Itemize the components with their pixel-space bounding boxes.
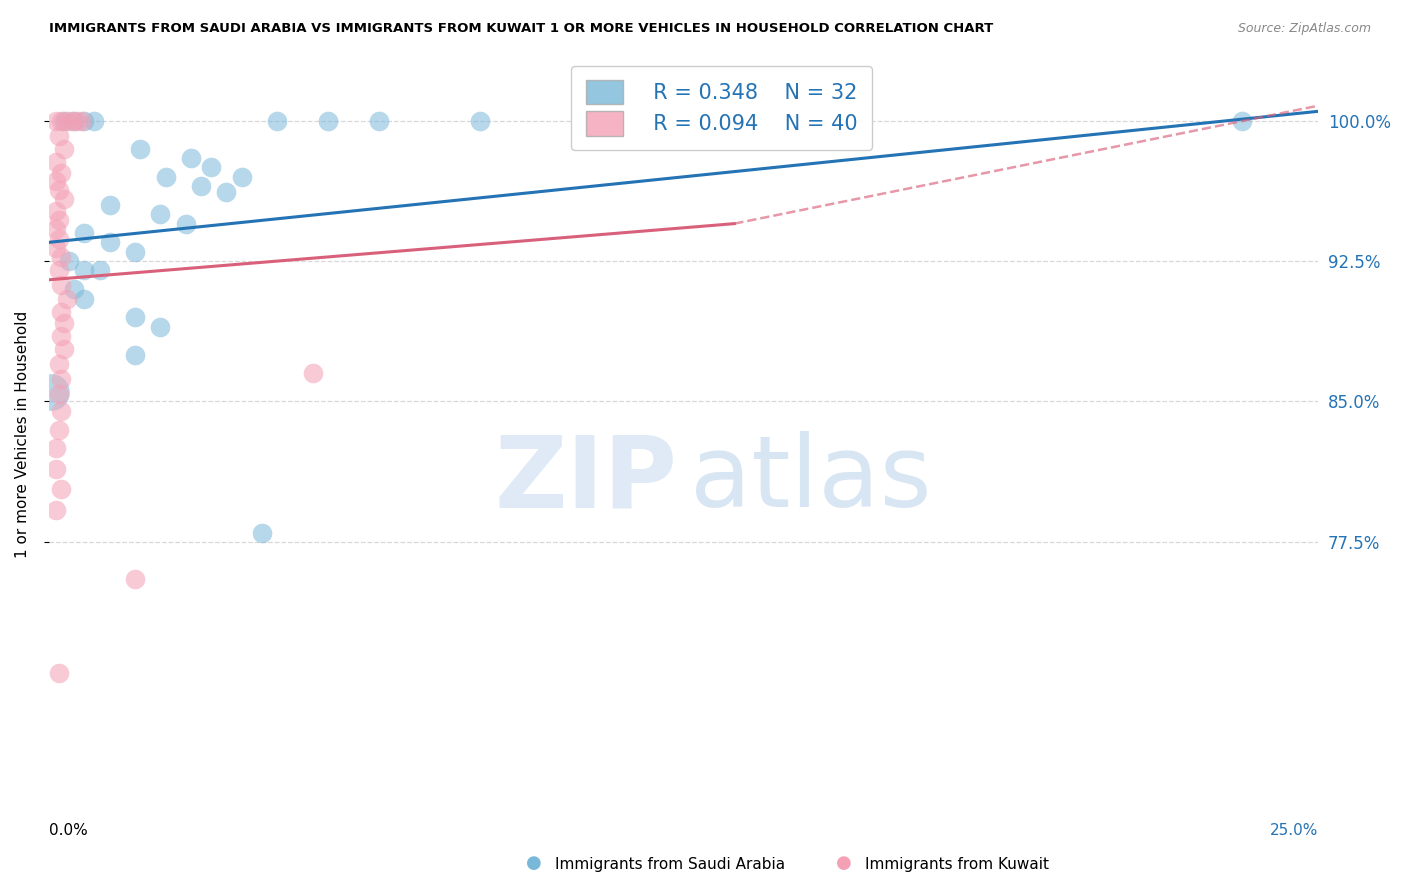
Point (55, 292, 77, 306)
Point (124, 573, 146, 587)
Point (250, 525, 273, 540)
Text: atlas: atlas (690, 431, 932, 528)
Point (45, 462, 67, 476)
Y-axis label: 1 or more Vehicles in Household: 1 or more Vehicles in Household (15, 310, 30, 558)
Point (39, 385, 62, 400)
Point (45, 222, 67, 236)
Point (174, 217, 197, 231)
Point (1230, 113, 1253, 128)
Point (51, 304, 73, 318)
Point (48, 183, 70, 197)
Point (45, 442, 67, 456)
Text: Source: ZipAtlas.com: Source: ZipAtlas.com (1237, 22, 1371, 36)
Point (89, 263, 111, 277)
Point (48, 128, 70, 143)
Point (149, 319, 172, 334)
Point (98, 198, 121, 212)
Point (51, 278, 73, 293)
Text: ZIP: ZIP (495, 431, 678, 528)
Point (45, 203, 67, 218)
Point (55, 113, 77, 128)
Point (723, 113, 745, 128)
Point (63, 282, 86, 296)
Point (51, 483, 73, 497)
Point (45, 173, 67, 187)
Point (73, 263, 96, 277)
Point (45, 113, 67, 128)
Point (58, 254, 80, 268)
Point (48, 232, 70, 246)
Point (45, 154, 67, 169)
Text: Immigrants from Kuwait: Immigrants from Kuwait (865, 857, 1049, 872)
Text: IMMIGRANTS FROM SAUDI ARABIA VS IMMIGRANTS FROM KUWAIT 1 OR MORE VEHICLES IN HOU: IMMIGRANTS FROM SAUDI ARABIA VS IMMIGRAN… (49, 22, 994, 36)
Point (124, 310, 146, 325)
Point (53, 316, 76, 330)
Point (73, 226, 96, 240)
Point (98, 235, 121, 250)
Point (149, 207, 172, 221)
Point (200, 161, 222, 175)
Point (48, 423, 70, 437)
Text: ●: ● (835, 855, 852, 872)
Point (51, 404, 73, 418)
Point (53, 142, 76, 156)
Point (51, 372, 73, 386)
Text: 25.0%: 25.0% (1270, 822, 1319, 838)
Point (73, 113, 96, 128)
Legend:   R = 0.348    N = 32,   R = 0.094    N = 40: R = 0.348 N = 32, R = 0.094 N = 40 (571, 65, 872, 150)
Point (470, 113, 492, 128)
Point (51, 250, 73, 264)
Point (215, 185, 238, 199)
Point (124, 348, 146, 362)
Point (129, 142, 152, 156)
Point (48, 665, 70, 680)
Point (45, 241, 67, 255)
Point (53, 342, 76, 356)
Point (53, 113, 76, 128)
Point (266, 113, 288, 128)
Point (48, 357, 70, 371)
Point (73, 292, 96, 306)
Point (53, 192, 76, 206)
Text: ●: ● (526, 855, 543, 872)
Text: Immigrants from Saudi Arabia: Immigrants from Saudi Arabia (555, 857, 786, 872)
Point (51, 166, 73, 180)
Point (63, 113, 86, 128)
Point (48, 263, 70, 277)
Point (231, 169, 253, 184)
Point (51, 113, 73, 128)
Point (60, 113, 83, 128)
Point (190, 179, 212, 194)
Point (301, 367, 323, 381)
Point (66, 113, 89, 128)
Point (48, 213, 70, 227)
Point (45, 503, 67, 517)
Point (70, 113, 93, 128)
Text: 0.0%: 0.0% (49, 822, 87, 838)
Point (367, 113, 389, 128)
Point (48, 387, 70, 401)
Point (51, 329, 73, 343)
Point (83, 113, 105, 128)
Point (155, 169, 177, 184)
Point (180, 151, 202, 165)
Point (124, 244, 146, 259)
Point (316, 113, 339, 128)
